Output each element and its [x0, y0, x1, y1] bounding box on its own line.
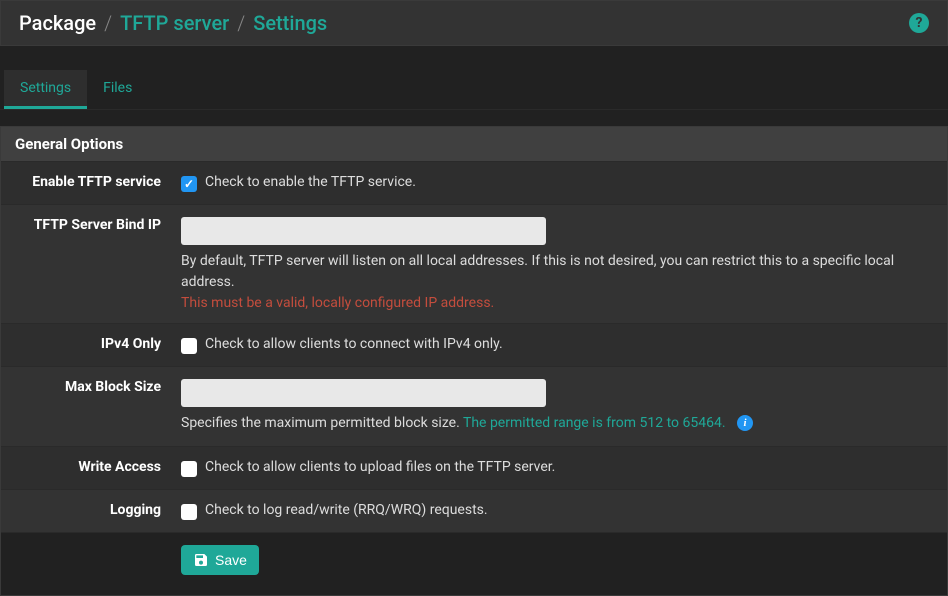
warn-bind-ip: This must be a valid, locally configured…	[181, 295, 937, 311]
input-bind-ip[interactable]	[181, 217, 546, 245]
help-link-max-block[interactable]: The permitted range is from 512 to 65464…	[463, 415, 726, 431]
save-button[interactable]: Save	[181, 545, 259, 575]
breadcrumb-sep: /	[237, 11, 245, 35]
breadcrumb-mid[interactable]: TFTP server	[120, 11, 229, 35]
desc-write-access: Check to allow clients to upload files o…	[205, 459, 555, 475]
label-enable-tftp: Enable TFTP service	[1, 162, 171, 204]
label-ipv4-only: IPv4 Only	[1, 324, 171, 366]
info-icon[interactable]: i	[737, 415, 753, 431]
input-max-block-size[interactable]	[181, 379, 546, 407]
desc-logging: Check to log read/write (RRQ/WRQ) reques…	[205, 502, 488, 518]
label-write-access: Write Access	[1, 447, 171, 489]
help-bind-ip: By default, TFTP server will listen on a…	[181, 251, 937, 293]
breadcrumb-sep: /	[104, 11, 112, 35]
row-enable-tftp: Enable TFTP service Check to enable the …	[1, 162, 947, 205]
tabs: Settings Files	[0, 70, 948, 110]
breadcrumb-leaf[interactable]: Settings	[253, 11, 327, 35]
label-bind-ip: TFTP Server Bind IP	[1, 205, 171, 323]
row-write-access: Write Access Check to allow clients to u…	[1, 447, 947, 490]
panel-general-options: General Options Enable TFTP service Chec…	[0, 126, 948, 596]
save-button-label: Save	[215, 552, 247, 568]
save-icon	[193, 552, 209, 568]
row-bind-ip: TFTP Server Bind IP By default, TFTP ser…	[1, 205, 947, 324]
desc-ipv4-only: Check to allow clients to connect with I…	[205, 336, 503, 352]
tab-settings[interactable]: Settings	[4, 70, 87, 109]
breadcrumb-root: Package	[19, 11, 96, 35]
desc-enable-tftp: Check to enable the TFTP service.	[205, 174, 416, 190]
checkbox-write-access[interactable]	[181, 461, 197, 477]
checkbox-enable-tftp[interactable]	[181, 176, 197, 192]
actions-row: Save	[1, 533, 947, 595]
panel-header: General Options	[1, 127, 947, 162]
breadcrumb: Package / TFTP server / Settings	[19, 11, 327, 35]
label-logging: Logging	[1, 490, 171, 532]
help-max-block-size: Specifies the maximum permitted block si…	[181, 413, 937, 434]
help-lead-max-block: Specifies the maximum permitted block si…	[181, 415, 460, 431]
tab-files[interactable]: Files	[87, 70, 148, 109]
checkbox-ipv4-only[interactable]	[181, 338, 197, 354]
row-ipv4-only: IPv4 Only Check to allow clients to conn…	[1, 324, 947, 367]
breadcrumb-bar: Package / TFTP server / Settings ?	[0, 0, 948, 46]
checkbox-logging[interactable]	[181, 504, 197, 520]
help-icon[interactable]: ?	[909, 13, 929, 33]
label-max-block-size: Max Block Size	[1, 367, 171, 446]
row-max-block-size: Max Block Size Specifies the maximum per…	[1, 367, 947, 447]
row-logging: Logging Check to log read/write (RRQ/WRQ…	[1, 490, 947, 533]
